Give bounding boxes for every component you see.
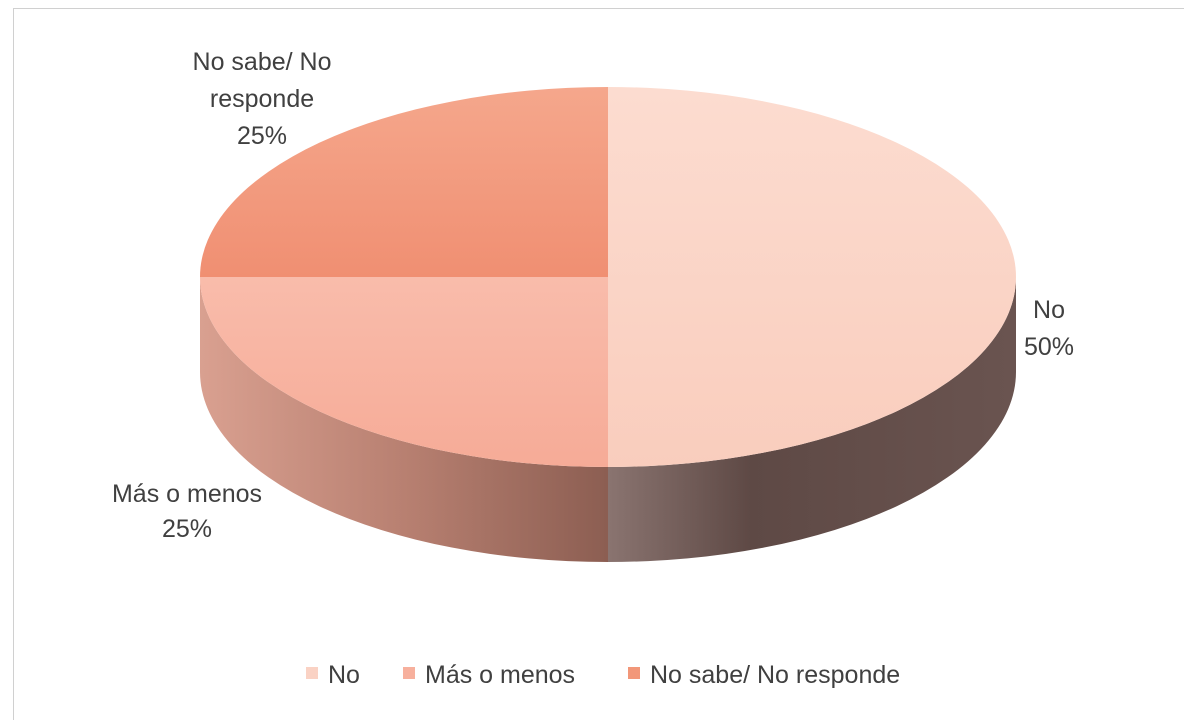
data-label-no-sabe-value: 25% [237,122,287,150]
legend-label-no-sabe: No sabe/ No responde [650,661,900,689]
pie-side-mas-o-menos [200,277,608,562]
pie-slice-no [608,87,1016,467]
legend-label-no: No [328,661,360,689]
legend-swatch-mas-o-menos [403,667,415,679]
data-label-no-value: 50% [1024,333,1074,361]
data-label-mas-o-menos-name: Más o menos [112,480,262,508]
data-label-no-sabe-line1: No sabe/ No [193,48,332,76]
pie-slice-no-sabe [200,87,608,277]
data-label-mas-o-menos-value: 25% [162,515,212,543]
legend-swatch-no [306,667,318,679]
legend-swatch-no-sabe [628,667,640,679]
legend: No Más o menos No sabe/ No responde [306,661,900,689]
data-label-no-name: No [1033,296,1065,324]
legend-label-mas-o-menos: Más o menos [425,661,575,689]
data-label-no-sabe-line2: responde [210,85,314,113]
pie-slice-mas-o-menos [200,277,608,467]
pie-side-no [608,277,1016,562]
